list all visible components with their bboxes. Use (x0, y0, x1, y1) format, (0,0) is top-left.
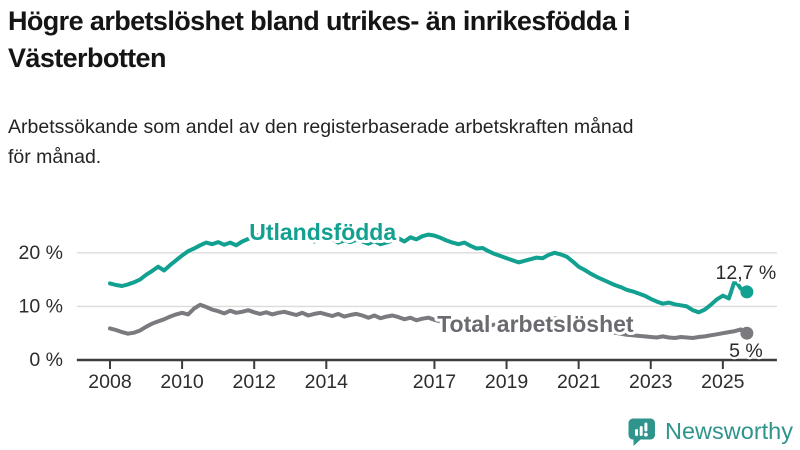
y-axis-tick-label: 0 % (29, 349, 63, 371)
x-axis-tick-label: 2021 (557, 371, 600, 393)
x-axis-tick-label: 2025 (701, 371, 745, 393)
x-axis-tick-label: 2017 (413, 371, 456, 393)
series-line-total-arbetsloshet (108, 302, 749, 340)
chart-subtitle: Arbetssökande som andel av den registerb… (8, 116, 634, 168)
x-axis-tick-label: 2010 (160, 371, 204, 393)
series-end-dot-utlandsfodda (740, 285, 754, 299)
line-chart: 0 % 10 % 20 % 2008 2010 2012 2014 2017 2019 2021 2… (19, 216, 779, 393)
x-axis-tick-label: 2023 (629, 371, 672, 393)
chart-title: Högre arbetslöshet bland utrikes- än inr… (8, 6, 631, 73)
newsworthy-wordmark: Newsworthy (665, 418, 793, 444)
series-label-total-arbetsloshet: Total arbetslöshet (437, 311, 634, 337)
x-axis-tick-label: 2019 (485, 371, 528, 393)
series-line-utlandsfodda (108, 232, 749, 315)
series-end-dot-total-arbetsloshet (740, 326, 754, 340)
newsworthy-bar-chart-bubble-icon (628, 418, 656, 446)
y-axis-tick-label: 20 % (19, 242, 63, 264)
newsworthy-logo: Newsworthy (626, 416, 793, 447)
x-axis-tick-label: 2008 (88, 371, 131, 393)
x-axis-tick-label: 2014 (305, 371, 349, 393)
x-axis-tick-label: 2012 (233, 371, 276, 393)
series-end-value-total-arbetsloshet: 5 % (729, 340, 763, 362)
y-axis-tick-label: 10 % (19, 295, 63, 317)
series-label-utlandsfodda: Utlandsfödda (249, 219, 396, 245)
series-end-value-utlandsfodda: 12,7 % (716, 262, 777, 284)
